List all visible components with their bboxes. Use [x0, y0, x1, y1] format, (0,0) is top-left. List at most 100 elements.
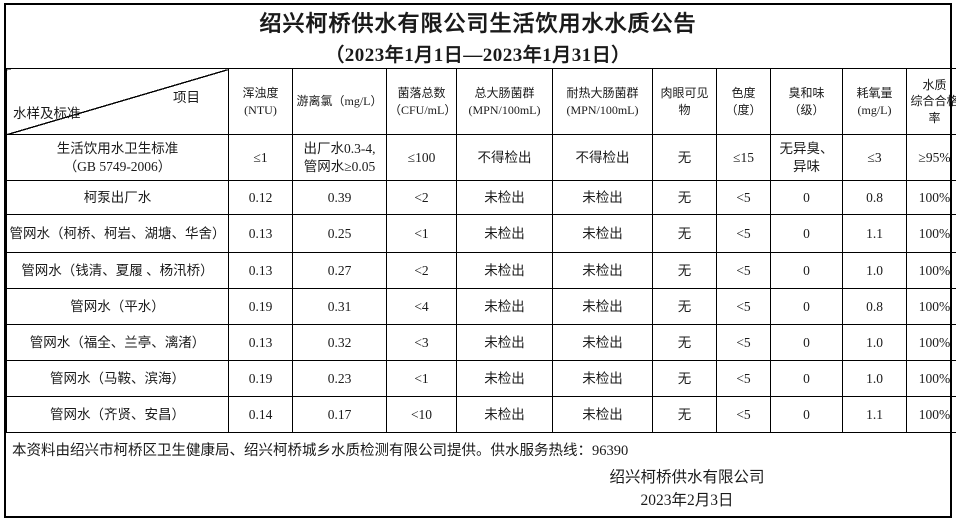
value-cell: 0.23 — [292, 360, 387, 397]
title-block: 绍兴柯桥供水有限公司生活饮用水水质公告 （2023年1月1日—2023年1月31… — [6, 5, 950, 68]
value-cell: 100% — [906, 252, 956, 289]
date-range-subtitle: （2023年1月1日—2023年1月31日） — [325, 45, 631, 66]
value-cell: <10 — [386, 396, 457, 433]
value-cell: ≤1 — [228, 134, 293, 181]
sample-name-cell: 管网水（马鞍、滨海） — [6, 360, 229, 397]
table-row: 管网水（钱清、夏履 、杨汛桥） 0.13 0.27 <2 未检出 未检出无 <5 0 1.0 10… — [6, 252, 956, 289]
value-cell: 1.0 — [842, 360, 907, 397]
value-cell: 出厂水0.3-4, 管网水≥0.05 — [292, 134, 387, 181]
value-cell: 无异臭、 异味 — [770, 134, 843, 181]
value-cell: 0 — [770, 252, 843, 289]
value-cell: 未检出 — [552, 360, 653, 397]
sample-name-cell: 管网水（钱清、夏履 、杨汛桥） — [6, 252, 229, 289]
value-cell: 100% — [906, 360, 956, 397]
value-cell: <1 — [386, 360, 457, 397]
value-cell: 0.31 — [292, 288, 387, 325]
table-row: 管网水（马鞍、滨海） 0.19 0.23 <1 未检出 未检出无 <5 0 1.0 100% — [6, 360, 956, 397]
value-cell: <5 — [716, 214, 771, 253]
value-cell: 未检出 — [456, 180, 553, 215]
value-cell: 1.1 — [842, 214, 907, 253]
value-cell: <2 — [386, 180, 457, 215]
column-header-total-coliform: 总大肠菌群 (MPN/100mL) — [456, 68, 553, 135]
column-header-free-chlorine: 游离氯（mg/L） — [292, 68, 387, 135]
value-cell: 100% — [906, 214, 956, 253]
value-cell: 不得检出 — [552, 134, 653, 181]
table-body: 生活饮用水卫生标准 （GB 5749-2006） ≤1 出厂水0.3-4, 管网水≥… — [6, 134, 956, 433]
signature-block: 绍兴柯桥供水有限公司 2023年2月3日 — [532, 466, 842, 513]
value-cell: 无 — [652, 252, 717, 289]
value-cell: 未检出 — [456, 252, 553, 289]
value-cell: 未检出 — [456, 288, 553, 325]
value-cell: 未检出 — [552, 252, 653, 289]
value-cell: 0.19 — [228, 360, 293, 397]
column-header-colony-count: 菌落总数 （CFU/mL） — [386, 68, 457, 135]
value-cell: 1.0 — [842, 252, 907, 289]
value-cell: 0.13 — [228, 252, 293, 289]
value-cell: 100% — [906, 180, 956, 215]
value-cell: 无 — [652, 324, 717, 361]
value-cell: 未检出 — [456, 214, 553, 253]
sample-name-cell: 管网水（平水） — [6, 288, 229, 325]
value-cell: 未检出 — [552, 324, 653, 361]
value-cell: 0.12 — [228, 180, 293, 215]
corner-header-cell: 项目 水样及标准 — [6, 68, 229, 135]
value-cell: 100% — [906, 288, 956, 325]
value-cell: 0.13 — [228, 214, 293, 253]
value-cell: 0 — [770, 396, 843, 433]
value-cell: 未检出 — [552, 214, 653, 253]
value-cell: 0.8 — [842, 180, 907, 215]
column-header-pass-rate: 水质 综合合格率 — [906, 68, 956, 135]
announcement-sheet: 绍兴柯桥供水有限公司生活饮用水水质公告 （2023年1月1日—2023年1月31… — [4, 3, 956, 518]
value-cell: 0 — [770, 214, 843, 253]
signature-company: 绍兴柯桥供水有限公司 — [609, 469, 765, 486]
header-row: 项目 水样及标准 浑浊度 (NTU) 游离氯（mg/L） 菌落总数 （CFU/m… — [6, 68, 956, 135]
value-cell: <2 — [386, 252, 457, 289]
column-header-oxygen-consumption: 耗氧量 (mg/L) — [842, 68, 907, 135]
value-cell: 0.17 — [292, 396, 387, 433]
value-cell: 无 — [652, 214, 717, 253]
value-cell: 0.14 — [228, 396, 293, 433]
value-cell: 未检出 — [456, 324, 553, 361]
column-header-turbidity: 浑浊度 (NTU) — [228, 68, 293, 135]
value-cell: <5 — [716, 288, 771, 325]
value-cell: 0 — [770, 360, 843, 397]
value-cell: ≤100 — [386, 134, 457, 181]
sample-name-cell: 管网水（柯桥、柯岩、湖塘、华舍） — [6, 214, 229, 253]
column-header-odor: 臭和味 （级） — [770, 68, 843, 135]
value-cell: 100% — [906, 324, 956, 361]
value-cell: 无 — [652, 180, 717, 215]
sample-name-cell: 管网水（福全、兰亭、漓渚） — [6, 324, 229, 361]
value-cell: 未检出 — [552, 396, 653, 433]
value-cell: 未检出 — [552, 288, 653, 325]
column-header-chromaticity: 色度 （度） — [716, 68, 771, 135]
table-row: 管网水（柯桥、柯岩、湖塘、华舍） 0.13 0.25 <1 未检出 未检出无 <5 0 1.1 1… — [6, 214, 956, 253]
value-cell: <5 — [716, 252, 771, 289]
value-cell: 无 — [652, 396, 717, 433]
value-cell: <5 — [716, 396, 771, 433]
value-cell: 100% — [906, 396, 956, 433]
table-row: 管网水（齐贤、安昌） 0.14 0.17 <10 未检出 未检出无 <5 0 1.1 100% — [6, 396, 956, 433]
value-cell: 无 — [652, 288, 717, 325]
value-cell: 1.0 — [842, 324, 907, 361]
value-cell: 未检出 — [456, 396, 553, 433]
value-cell: 0.19 — [228, 288, 293, 325]
table-row: 管网水（福全、兰亭、漓渚） 0.13 0.32 <3 未检出 未检出无 <5 0 1.0 100% — [6, 324, 956, 361]
value-cell: 0.13 — [228, 324, 293, 361]
sample-name-cell: 柯泵出厂水 — [6, 180, 229, 215]
signature-date: 2023年2月3日 — [640, 492, 734, 510]
page-title: 绍兴柯桥供水有限公司生活饮用水水质公告 — [259, 11, 697, 36]
table-row: 柯泵出厂水 0.12 0.39 <2 未检出 未检出无 <5 0 0.8 100% — [6, 180, 956, 215]
provider-note: 本资料由绍兴市柯桥区卫生健康局、绍兴柯桥城乡水质检测有限公司提供。供水服务热线：… — [12, 443, 629, 459]
value-cell: 0.25 — [292, 214, 387, 253]
corner-label-item: 项目 — [173, 90, 200, 105]
value-cell: <1 — [386, 214, 457, 253]
footer-block: 本资料由绍兴市柯桥区卫生健康局、绍兴柯桥城乡水质检测有限公司提供。供水服务热线：… — [6, 433, 950, 516]
value-cell: <3 — [386, 324, 457, 361]
value-cell: 未检出 — [552, 180, 653, 215]
value-cell: 无 — [652, 360, 717, 397]
value-cell: <5 — [716, 360, 771, 397]
value-cell: ≤3 — [842, 134, 907, 181]
value-cell: ≤15 — [716, 134, 771, 181]
water-quality-table: 项目 水样及标准 浑浊度 (NTU) 游离氯（mg/L） 菌落总数 （CFU/m… — [6, 68, 956, 433]
table-row: 生活饮用水卫生标准 （GB 5749-2006） ≤1 出厂水0.3-4, 管网水≥… — [6, 134, 956, 181]
